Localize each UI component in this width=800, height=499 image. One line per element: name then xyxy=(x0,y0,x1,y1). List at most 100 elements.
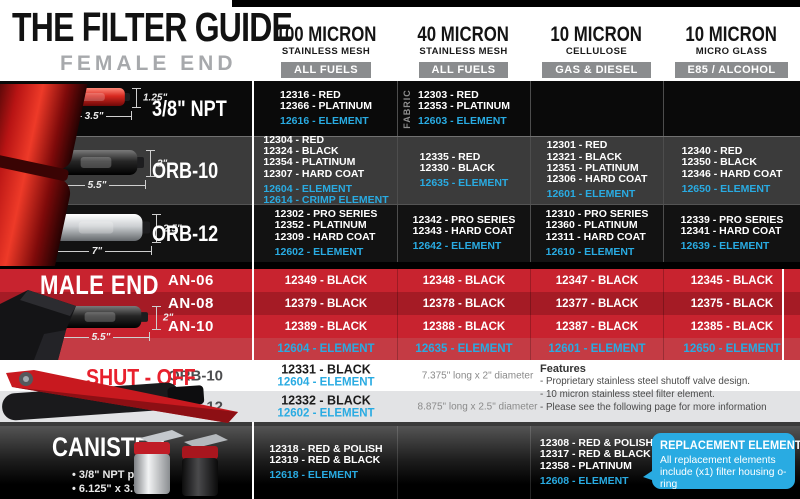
male-part-cell: 12348 - BLACK xyxy=(397,269,530,292)
column-micron-text: 100 MICRON xyxy=(275,23,377,46)
male-end-title: MALE END xyxy=(40,270,159,300)
part-number: 12387 - BLACK xyxy=(555,320,639,333)
parts-cell: 12301 - RED 12321 - BLACK 12351 - PLATINUM… xyxy=(530,137,663,204)
column-header-1: 100 MICRON STAINLESS MESH ALL FUELS xyxy=(255,24,397,81)
part-number: 12345 - BLACK xyxy=(690,274,774,287)
part-number: 12351 - PLATINUM xyxy=(546,161,639,174)
part-number: 12309 - HARD COAT xyxy=(274,230,376,243)
column-micron: 10 MICRON xyxy=(530,24,663,46)
column-media: MICRO GLASS xyxy=(695,46,768,57)
features-block: Features - Proprietary stainless steel s… xyxy=(540,363,790,414)
part-number: 12321 - BLACK xyxy=(546,150,622,163)
female-end-table: 1.25" 3.5" 3/8" NPT 12316 - RED 12366 - PLAT… xyxy=(0,81,800,262)
male-part-cell: 12389 - BLACK xyxy=(255,315,397,338)
male-end-table: AN-06 12349 - BLACK 12348 - BLACK 12347 - B… xyxy=(0,269,800,360)
feature-item: - Proprietary stainless steel shutoff va… xyxy=(540,376,751,387)
part-number: 12308 - RED & POLISH xyxy=(539,437,654,450)
part-number: 12335 - RED xyxy=(419,150,481,163)
top-black-strip xyxy=(232,0,800,7)
male-part-cell: 12650 - ELEMENT xyxy=(663,338,800,360)
column-separator xyxy=(530,426,531,499)
element-list: 12639 - ELEMENT xyxy=(681,240,784,252)
male-fitting-image xyxy=(0,290,76,360)
column-media: STAINLESS MESH xyxy=(419,46,508,57)
parts-list: 12342 - PRO SERIES 12343 - HARD COAT 12642… xyxy=(413,214,516,253)
size-spec: 8.875" long x 2.5" diameter xyxy=(417,401,538,412)
male-part-cell: 12385 - BLACK xyxy=(663,315,800,338)
part-number: 12350 - BLACK xyxy=(681,156,757,169)
element-list: 12602 - ELEMENT xyxy=(274,245,378,258)
element-number: 12616 - ELEMENT xyxy=(280,115,369,128)
element-number: 12635 - ELEMENT xyxy=(419,177,509,190)
column-micron: 40 MICRON xyxy=(397,24,530,46)
male-row-AN-08: AN-08 12379 - BLACK 12378 - BLACK 12377 - B… xyxy=(0,292,800,315)
height-dimension: 2" xyxy=(146,150,167,177)
part-number: 12353 - PLATINUM xyxy=(418,99,510,112)
column-media: CELLULOSE xyxy=(565,46,628,57)
part-number: 12310 - PRO SERIES xyxy=(545,208,649,221)
parts-cell: 12304 - RED 12324 - BLACK 12354 - PLATINUM… xyxy=(255,133,397,205)
parts-cell: 12316 - RED 12366 - PLATINUM 12616 - ELEME… xyxy=(255,81,397,136)
element-list: 12616 - ELEMENT xyxy=(280,115,372,128)
features-list: - Proprietary stainless steel shutoff va… xyxy=(540,376,790,414)
element-number: 12602 - ELEMENT xyxy=(274,245,364,258)
parts-cell: 12339 - PRO SERIES 12341 - HARD COAT 12639… xyxy=(663,205,800,262)
an-size-label: AN-08 xyxy=(168,295,214,312)
part-number: 12354 - PLATINUM xyxy=(263,156,356,169)
part-number: 12332 - BLACK xyxy=(281,393,371,407)
parts-list: 12310 - PRO SERIES 12360 - PLATINUM 12311 … xyxy=(545,208,649,258)
part-number: 12316 - RED xyxy=(280,88,341,101)
fuel-type-badge: GAS & DIESEL xyxy=(542,62,651,78)
fuel-type-badge: ALL FUELS xyxy=(281,62,371,78)
column-micron: 10 MICRON xyxy=(663,24,800,46)
male-part-cell: 12379 - BLACK xyxy=(255,292,397,315)
element-number: 12635 - ELEMENT xyxy=(415,343,513,355)
column-header-3: 10 MICRON CELLULOSE GAS & DIESEL xyxy=(530,24,663,81)
element-list: 12635 - ELEMENT xyxy=(419,177,509,190)
male-part-cell: 12604 - ELEMENT xyxy=(255,338,397,360)
part-number: 12330 - BLACK xyxy=(419,161,495,174)
male-row-AN-10: AN-10 12389 - BLACK 12388 - BLACK 12387 - B… xyxy=(0,315,800,338)
column-header-4: 10 MICRON MICRO GLASS E85 / ALCOHOL xyxy=(663,24,800,81)
parts-cell: FABRIC 12303 - RED 12353 - PLATINUM 12603 -… xyxy=(397,81,530,136)
male-part-cell: 12375 - BLACK xyxy=(663,292,800,315)
replacement-elements-callout: REPLACEMENT ELEMENTS All replacement ele… xyxy=(643,433,800,490)
an-size-label: AN-10 xyxy=(168,318,214,335)
element-number: 12603 - ELEMENT xyxy=(418,115,507,128)
shutoff-section: ORB-10 12331 - BLACK 12604 - ELEMENT 7.375"… xyxy=(0,360,800,423)
parts-list: 12302 - PRO SERIES 12352 - PLATINUM 12309 … xyxy=(274,208,378,258)
an-size-label: AN-06 xyxy=(168,272,214,289)
part-number: 12302 - PRO SERIES xyxy=(274,208,378,221)
part-number: 12304 - RED xyxy=(263,133,325,146)
port-size-label: ORB-10 xyxy=(152,157,219,183)
element-number: 12604 - ELEMENT xyxy=(277,376,375,388)
male-part-cell: 12635 - ELEMENT xyxy=(397,338,530,360)
column-header-2: 40 MICRON STAINLESS MESH ALL FUELS xyxy=(397,24,530,81)
element-number: 12604 - ELEMENT xyxy=(277,343,375,355)
parts-list: 12339 - PRO SERIES 12341 - HARD COAT 12639… xyxy=(681,214,784,253)
part-number: 12377 - BLACK xyxy=(555,297,639,310)
part-number: 12346 - HARD COAT xyxy=(681,167,783,180)
callout-title: REPLACEMENT ELEMENTS xyxy=(660,438,800,452)
female-end-subtitle: FEMALE END xyxy=(60,52,237,75)
element-list: 12618 - ELEMENT xyxy=(269,469,382,481)
part-number: 12352 - PLATINUM xyxy=(274,219,367,232)
male-end-section: AN-06 12349 - BLACK 12348 - BLACK 12347 - B… xyxy=(0,262,800,360)
female-row-left: 2" 5.5" ORB-10 xyxy=(0,137,255,204)
parts-cell xyxy=(663,81,800,136)
callout-body: All replacement elements include (x1) fi… xyxy=(660,455,787,490)
part-number: 12379 - BLACK xyxy=(284,297,368,310)
part-number: 12331 - BLACK xyxy=(281,362,371,376)
part-number: 12311 - HARD COAT xyxy=(545,230,646,243)
height-dimension: 2" xyxy=(152,306,173,330)
left-column-separator-lower xyxy=(252,422,254,499)
element-number: 12601 - ELEMENT xyxy=(546,188,636,201)
male-part-cell: 12387 - BLACK xyxy=(530,315,663,338)
parts-list: 12340 - RED 12350 - BLACK 12346 - HARD COA… xyxy=(681,145,783,195)
port-size-label: ORB-10 xyxy=(168,367,224,384)
part-number: 12375 - BLACK xyxy=(690,297,774,310)
part-number: 12347 - BLACK xyxy=(555,274,639,287)
parts-cell: 12342 - PRO SERIES 12343 - HARD COAT 12642… xyxy=(397,205,530,262)
feature-item: - 10 micron stainless steel filter eleme… xyxy=(540,388,715,400)
part-number: 12317 - RED & BLACK xyxy=(539,448,651,461)
